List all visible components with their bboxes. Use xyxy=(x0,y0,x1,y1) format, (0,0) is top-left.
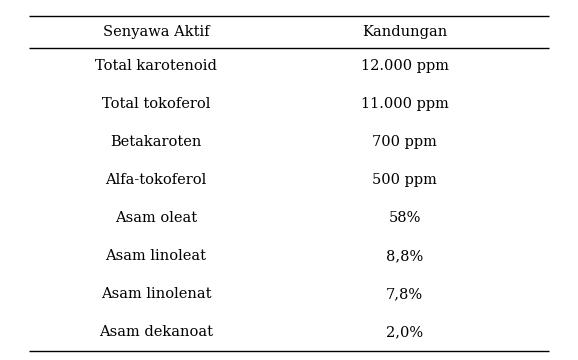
Text: Asam oleat: Asam oleat xyxy=(115,211,197,225)
Text: 11.000 ppm: 11.000 ppm xyxy=(361,98,449,112)
Text: 58%: 58% xyxy=(388,211,421,225)
Text: 500 ppm: 500 ppm xyxy=(372,173,437,187)
Text: Kandungan: Kandungan xyxy=(362,26,447,39)
Text: Total karotenoid: Total karotenoid xyxy=(95,59,217,73)
Text: Asam linolenat: Asam linolenat xyxy=(101,287,212,301)
Text: Alfa-tokoferol: Alfa-tokoferol xyxy=(105,173,207,187)
Text: 2,0%: 2,0% xyxy=(386,325,423,339)
Text: Asam dekanoat: Asam dekanoat xyxy=(99,325,213,339)
Text: 7,8%: 7,8% xyxy=(386,287,423,301)
Text: Senyawa Aktif: Senyawa Aktif xyxy=(103,26,209,39)
Text: 8,8%: 8,8% xyxy=(386,249,423,263)
Text: Asam linoleat: Asam linoleat xyxy=(106,249,206,263)
Text: Total tokoferol: Total tokoferol xyxy=(102,98,210,112)
Text: Betakaroten: Betakaroten xyxy=(110,135,202,149)
Text: 12.000 ppm: 12.000 ppm xyxy=(361,59,449,73)
Text: 700 ppm: 700 ppm xyxy=(372,135,437,149)
